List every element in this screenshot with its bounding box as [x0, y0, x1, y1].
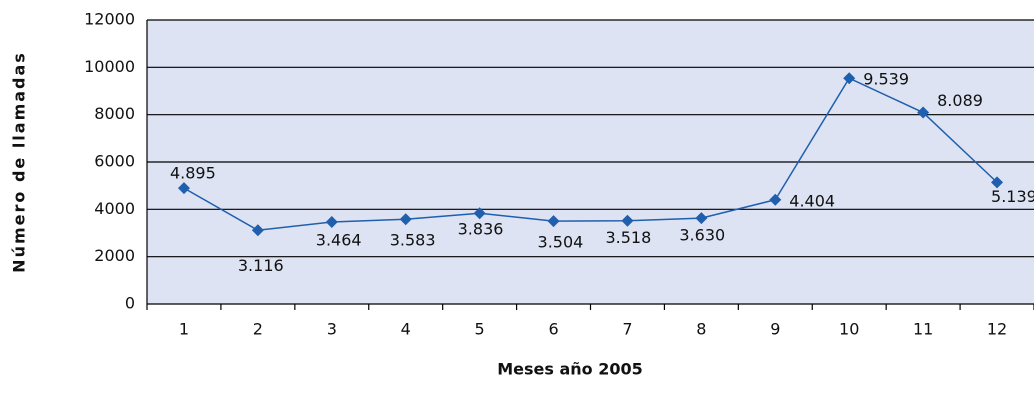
- data-label: 8.089: [937, 91, 983, 110]
- data-label: 3.583: [390, 231, 436, 250]
- y-tick-label: 10000: [84, 57, 135, 76]
- x-tick-label: 1: [179, 320, 189, 339]
- data-label: 9.539: [863, 70, 909, 89]
- x-tick-label: 7: [622, 320, 632, 339]
- data-label: 4.895: [170, 164, 216, 183]
- marker: [473, 207, 486, 220]
- data-label: 3.464: [316, 231, 362, 250]
- x-tick-label: 4: [401, 320, 411, 339]
- data-label: 3.836: [458, 220, 504, 239]
- data-label: 3.116: [238, 256, 284, 275]
- x-tick-label: 9: [770, 320, 780, 339]
- marker: [695, 212, 708, 225]
- x-tick-label: 2: [253, 320, 263, 339]
- marker: [547, 215, 560, 228]
- x-tick-label: 5: [475, 320, 485, 339]
- y-tick-label: 12000: [84, 10, 135, 29]
- marker: [325, 216, 338, 229]
- data-label: 3.518: [605, 228, 651, 247]
- y-tick-label: 0: [125, 294, 135, 313]
- y-tick-label: 6000: [94, 152, 135, 171]
- line: [183, 77, 998, 232]
- x-tick-label: 10: [839, 320, 859, 339]
- marker: [843, 72, 856, 85]
- marker: [399, 213, 412, 226]
- marker: [991, 176, 1004, 189]
- marker: [621, 214, 634, 227]
- marker: [177, 182, 190, 195]
- x-axis-label: Meses año 2005: [497, 360, 643, 379]
- marker: [769, 193, 782, 206]
- y-tick-label: 2000: [94, 246, 135, 265]
- data-label: 3.630: [679, 226, 725, 245]
- data-label: 3.504: [538, 233, 584, 252]
- y-tick-label: 4000: [94, 199, 135, 218]
- x-tick-label: 6: [548, 320, 558, 339]
- marker: [917, 106, 930, 119]
- x-tick-label: 12: [987, 320, 1007, 339]
- x-tick-label: 8: [696, 320, 706, 339]
- y-axis-label: Número de llamadas: [10, 51, 29, 273]
- x-tick-label: 3: [327, 320, 337, 339]
- x-tick-label: 11: [913, 320, 933, 339]
- marker: [251, 224, 264, 237]
- data-label: 5.139: [991, 187, 1034, 206]
- y-tick-label: 8000: [94, 104, 135, 123]
- data-label: 4.404: [789, 191, 835, 210]
